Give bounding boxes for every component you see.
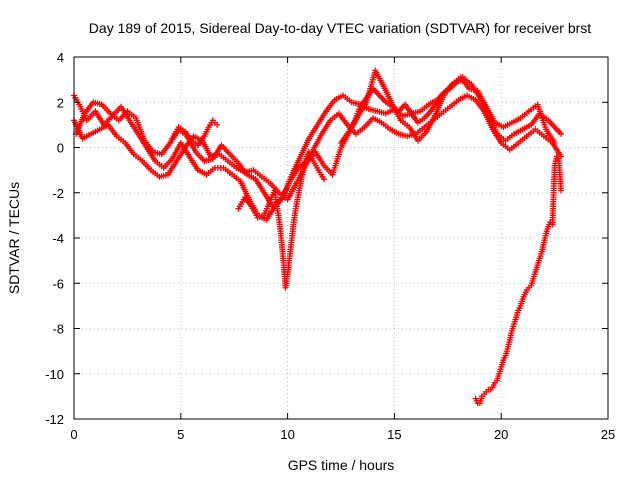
x-tick-label: 5 xyxy=(177,427,184,442)
data-point xyxy=(214,121,221,128)
chart-title: Day 189 of 2015, Sidereal Day-to-day VTE… xyxy=(89,20,591,36)
y-tick-label: -4 xyxy=(52,231,64,246)
x-tick-label: 10 xyxy=(280,427,294,442)
y-tick-label: 2 xyxy=(57,95,64,110)
y-tick-label: -2 xyxy=(52,186,64,201)
x-axis-label: GPS time / hours xyxy=(288,457,395,473)
y-tick-label: 4 xyxy=(57,50,64,65)
data-point xyxy=(459,76,466,83)
data-point xyxy=(558,187,565,194)
x-tick-label: 15 xyxy=(387,427,401,442)
data-points xyxy=(71,67,565,407)
y-tick-label: -8 xyxy=(52,322,64,337)
grid-lines xyxy=(74,57,608,419)
y-tick-label: -12 xyxy=(45,412,64,427)
data-point xyxy=(558,130,565,137)
data-point xyxy=(320,176,327,183)
series-track-5 xyxy=(472,153,565,407)
x-tick-label: 20 xyxy=(494,427,508,442)
y-tick-label: -6 xyxy=(52,276,64,291)
data-point xyxy=(551,139,558,146)
y-tick-label: 0 xyxy=(57,141,64,156)
y-axis-label: SDTVAR / TECUs xyxy=(6,182,22,294)
y-tick-label: -10 xyxy=(45,367,64,382)
x-tick-label: 25 xyxy=(601,427,615,442)
series-track-4 xyxy=(235,149,327,291)
x-tick-label: 0 xyxy=(70,427,77,442)
series-track-6 xyxy=(169,76,466,149)
